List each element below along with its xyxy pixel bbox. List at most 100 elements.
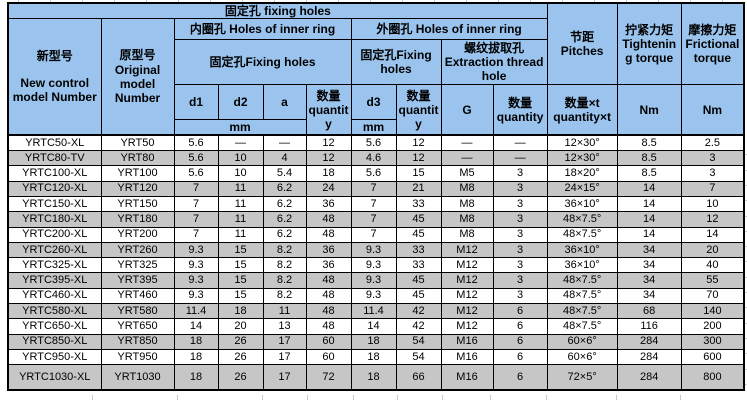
cell-d2: 11 — [217, 195, 264, 213]
cell-d3: 4.6 — [350, 150, 397, 167]
header-outer-ring: 外圈孔 Holes of inner ring — [350, 18, 548, 41]
table-row: YRTC260-XL YRT260 9.3 15 8.2 36 9.3 33 M12 3 36×10… — [7, 241, 745, 259]
cell-original-model: YRT460 — [100, 287, 175, 305]
cell-frictional-nm: 800 — [680, 364, 745, 391]
header-qty-extraction: 数量 quantity — [492, 84, 548, 136]
cell-original-model: YRT180 — [100, 211, 175, 228]
cell-qty-inner: 48 — [305, 272, 352, 289]
cell-qty-extraction: — — [492, 134, 548, 152]
gridline-stub — [307, 395, 308, 400]
cell-tightening-nm: 14 — [616, 180, 682, 198]
gridline-stub — [658, 0, 659, 2]
cell-g: M8 — [440, 211, 494, 228]
cell-qty-extraction: 6 — [492, 364, 548, 391]
cell-g: M12 — [440, 318, 494, 335]
cell-pitch: 12×30° — [546, 134, 618, 152]
cell-pitch: 36×10° — [546, 257, 618, 274]
cell-qty-extraction: 6 — [492, 318, 548, 335]
cell-new-model: YRTC850-XL — [7, 333, 102, 350]
cell-qty-inner: 48 — [305, 211, 352, 228]
cell-tightening-nm: 34 — [616, 272, 682, 289]
cell-d3: 9.3 — [350, 287, 397, 305]
cell-a: 8.2 — [262, 287, 307, 305]
cell-d1: 18 — [173, 348, 219, 366]
cell-qty-inner: 48 — [305, 303, 352, 320]
table-row: YRTC180-XL YRT180 7 11 6.2 48 7 45 M8 3 48×7.5° 14 1… — [7, 211, 745, 228]
gridline-stub — [338, 0, 339, 2]
cell-new-model: YRTC950-XL — [7, 348, 102, 366]
cell-tightening-nm: 34 — [616, 257, 682, 274]
cell-qty-extraction: — — [492, 150, 548, 167]
cell-d1: 5.6 — [173, 150, 219, 167]
cell-new-model: YRTC200-XL — [7, 226, 102, 243]
cell-original-model: YRT200 — [100, 226, 175, 243]
cell-qty-outer: 42 — [395, 303, 442, 320]
cell-frictional-nm: 40 — [680, 257, 745, 274]
cell-qty-extraction: 6 — [492, 303, 548, 320]
cell-original-model: YRT80 — [100, 150, 175, 167]
cell-original-model: YRT120 — [100, 180, 175, 198]
header-extraction-zh: 螺纹拔取孔 — [464, 40, 525, 55]
bearing-spec-table: 固定孔 fixing holes 节距 Pitches 拧紧力矩 Tighten… — [7, 2, 746, 391]
cell-d1: 18 — [173, 364, 219, 391]
gridline-stub — [562, 0, 563, 2]
table-row: YRTC120-XL YRT120 7 11 6.2 24 7 21 M8 3 24×15° 14 7 — [7, 180, 745, 198]
cell-g: — — [440, 150, 494, 167]
cell-d1: 7 — [173, 211, 219, 228]
cell-g: M12 — [440, 287, 494, 305]
header-outer-fixing-holes: 固定孔Fixing holes — [350, 39, 442, 86]
cell-original-model: YRT395 — [100, 272, 175, 289]
cell-a: 13 — [262, 318, 307, 335]
gridline-stub — [306, 0, 307, 2]
cell-tightening-nm: 8.5 — [616, 165, 682, 182]
cell-a: 5.4 — [262, 165, 307, 182]
cell-g: M16 — [440, 348, 494, 366]
cell-qty-extraction: 3 — [492, 272, 548, 289]
gridline-stub — [402, 0, 403, 2]
cell-g: M12 — [440, 272, 494, 289]
header-d3: d3 — [350, 84, 397, 121]
cell-frictional-nm: 300 — [680, 333, 745, 350]
cell-tightening-nm: 284 — [616, 348, 682, 366]
cell-d2: 26 — [217, 348, 264, 366]
cell-d1: 7 — [173, 226, 219, 243]
gridline-stub — [370, 0, 371, 2]
header-new-model: 新型号 New control model Number — [7, 18, 102, 136]
cell-d2: 26 — [217, 364, 264, 391]
table-row: YRTC580-XL YRT580 11.4 18 11 48 11.4 42 M12 6 48×7… — [7, 303, 745, 320]
cell-qty-extraction: 6 — [492, 348, 548, 366]
gridline-stub — [177, 395, 178, 400]
cell-a: 17 — [262, 364, 307, 391]
cell-d3: 7 — [350, 180, 397, 198]
gridline-stub — [353, 395, 354, 400]
header-original-model-zh: 原型号 — [119, 48, 156, 63]
cell-qty-outer: 66 — [395, 364, 442, 391]
cell-a: 4 — [262, 150, 307, 167]
cell-d2: 11 — [217, 211, 264, 228]
cell-d1: 11.4 — [173, 303, 219, 320]
cell-frictional-nm: 20 — [680, 241, 745, 259]
cell-d2: 11 — [217, 226, 264, 243]
gridline-stub — [690, 0, 691, 2]
cell-frictional-nm: 140 — [680, 303, 745, 320]
cell-tightening-nm: 14 — [616, 211, 682, 228]
table-row: YRTC100-XL YRT100 5.6 10 5.4 18 5.6 15 M5 3 18×20°… — [7, 165, 745, 182]
cell-tightening-nm: 68 — [616, 303, 682, 320]
cell-qty-inner: 36 — [305, 257, 352, 274]
cell-pitch: 60×6° — [546, 333, 618, 350]
cell-frictional-nm: 55 — [680, 272, 745, 289]
header-d2: d2 — [217, 84, 264, 121]
table-row: YRTC50-XL YRT50 5.6— —12 5.6 12— —12×30° 8.5 2.5 — [7, 134, 745, 152]
cell-a: 17 — [262, 333, 307, 350]
header-new-model-zh: 新型号 — [36, 49, 73, 63]
cell-tightening-nm: 116 — [616, 318, 682, 335]
header-inner-fixing-holes: 固定孔Fixing holes — [173, 39, 352, 86]
cell-frictional-nm: 10 — [680, 195, 745, 213]
table-row: YRTC1030-XL YRT1030 18 26 17 72 18 66 M16 6 72×5° 2… — [7, 364, 745, 391]
cell-pitch: 48×7.5° — [546, 211, 618, 228]
cell-tightening-nm: 8.5 — [616, 150, 682, 167]
cell-d3: 7 — [350, 195, 397, 213]
header-new-model-en: New control model Number — [12, 76, 97, 105]
cell-d1: 9.3 — [173, 257, 219, 274]
header-original-model-en: Original model Number — [114, 62, 161, 105]
